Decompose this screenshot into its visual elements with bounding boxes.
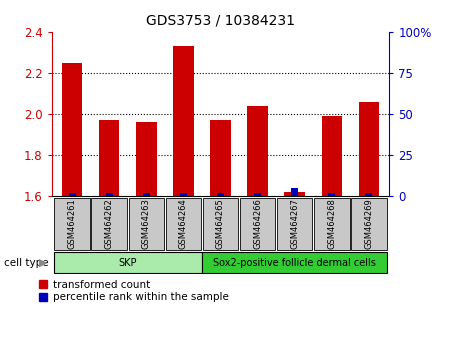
Bar [365, 193, 373, 196]
Bar [202, 198, 238, 250]
Bar [136, 122, 157, 196]
Bar [54, 198, 90, 250]
Bar [99, 120, 119, 196]
Text: GSM464264: GSM464264 [179, 199, 188, 249]
Bar [173, 46, 194, 196]
Bar [68, 193, 76, 196]
Bar [351, 198, 387, 250]
Bar [91, 198, 127, 250]
Text: SKP: SKP [118, 258, 137, 268]
Text: GSM464265: GSM464265 [216, 199, 225, 249]
Text: GSM464262: GSM464262 [105, 199, 114, 249]
Text: GSM464267: GSM464267 [290, 199, 299, 249]
Bar [328, 193, 335, 196]
Legend: transformed count, percentile rank within the sample: transformed count, percentile rank withi… [39, 280, 228, 302]
Bar [210, 120, 231, 196]
Bar [248, 106, 268, 196]
Title: GDS3753 / 10384231: GDS3753 / 10384231 [146, 14, 295, 28]
Bar [322, 116, 342, 196]
Bar [291, 188, 298, 196]
Bar [143, 193, 150, 196]
Text: GSM464266: GSM464266 [253, 199, 262, 249]
Bar [217, 193, 224, 196]
Text: GSM464263: GSM464263 [142, 199, 151, 249]
Bar [202, 252, 387, 273]
Bar [129, 198, 164, 250]
Text: Sox2-positive follicle dermal cells: Sox2-positive follicle dermal cells [213, 258, 376, 268]
Text: cell type: cell type [4, 258, 49, 268]
Bar [277, 198, 312, 250]
Bar [314, 198, 350, 250]
Text: GSM464269: GSM464269 [364, 199, 373, 249]
Bar [284, 192, 305, 196]
Text: GSM464261: GSM464261 [68, 199, 76, 249]
Bar [106, 193, 113, 196]
Bar [254, 193, 261, 196]
Bar [62, 63, 82, 196]
Bar [359, 102, 379, 196]
Bar [180, 193, 187, 196]
Text: GSM464268: GSM464268 [327, 199, 336, 249]
Bar [166, 198, 201, 250]
Text: ▶: ▶ [39, 258, 47, 268]
Bar [240, 198, 275, 250]
Bar [54, 252, 202, 273]
